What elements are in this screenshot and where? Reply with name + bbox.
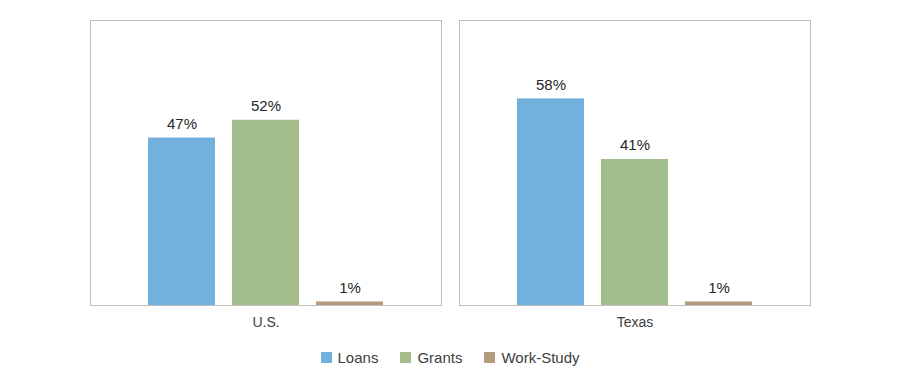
svg-text:1%: 1% (708, 279, 730, 296)
svg-text:U.S.: U.S. (252, 314, 279, 330)
svg-text:58%: 58% (536, 76, 566, 93)
svg-text:41%: 41% (620, 136, 650, 153)
svg-text:1%: 1% (339, 279, 361, 296)
svg-text:52%: 52% (251, 97, 281, 114)
html-text:Loans: Loans (337, 349, 379, 366)
html-text:Work-Study: Work-Study (501, 349, 580, 366)
html-text:Grants: Grants (417, 349, 463, 366)
svg-text:Texas: Texas (617, 314, 654, 330)
svg-text:47%: 47% (167, 115, 197, 132)
